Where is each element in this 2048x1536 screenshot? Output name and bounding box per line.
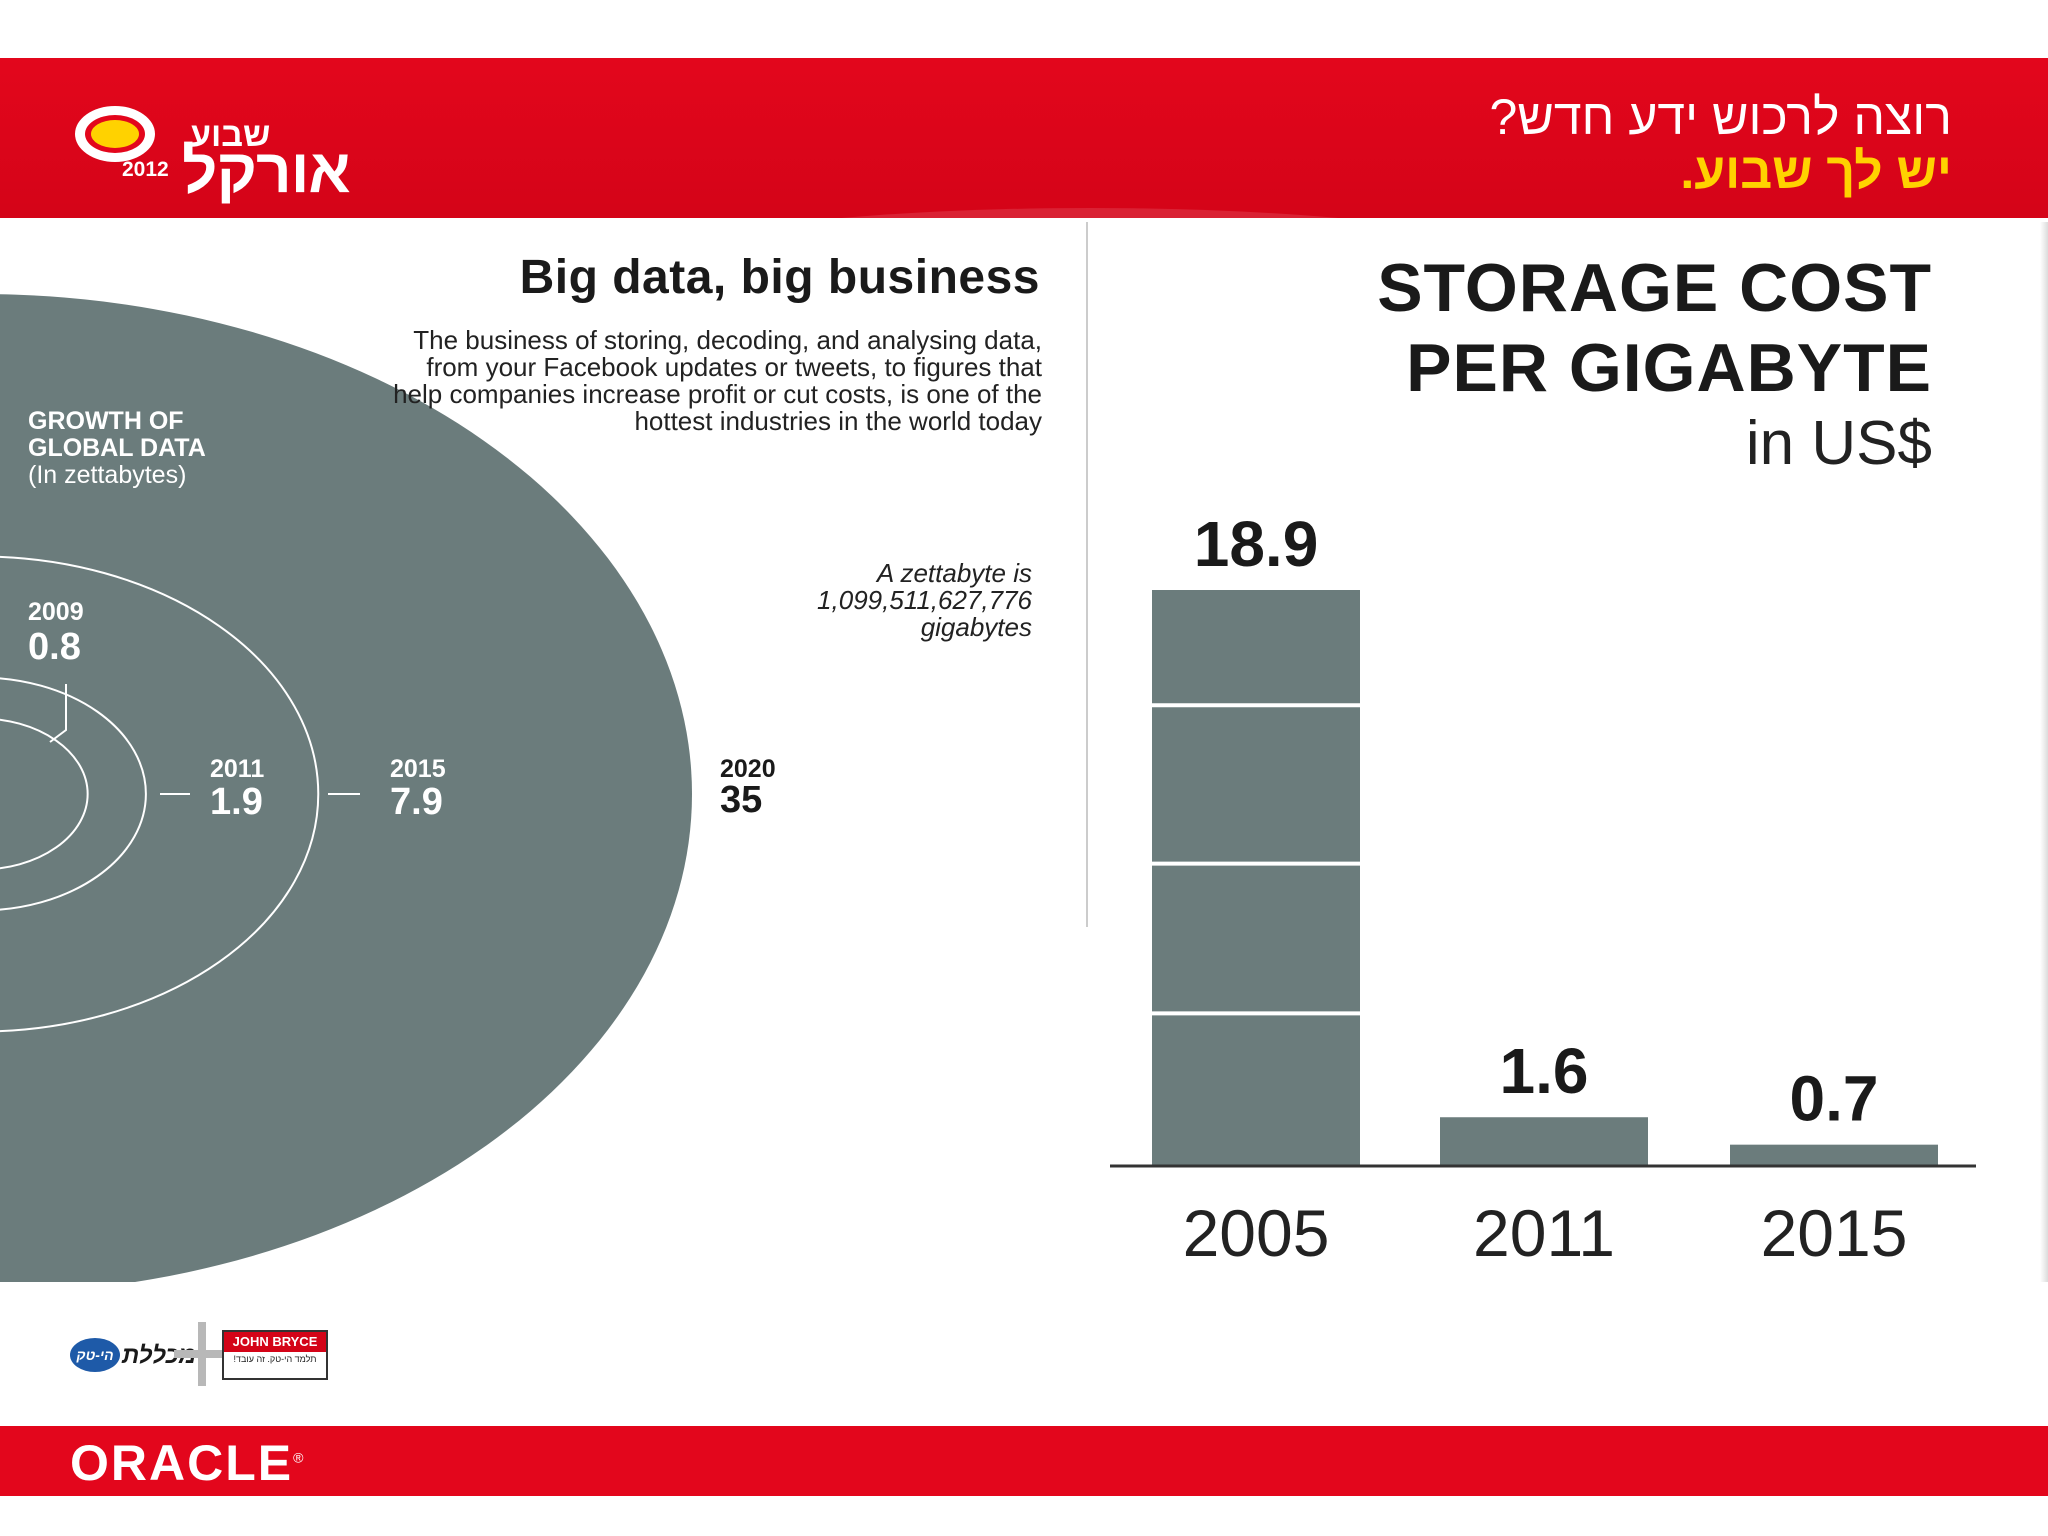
growth-title-line1: GROWTH OF — [28, 407, 184, 435]
partner-logos[interactable]: הי-טק מכללת JOHN BRYCE תלמד הי-טק. זה עו… — [70, 1320, 330, 1390]
hitech-badge: הי-טק — [70, 1338, 120, 1372]
bar-2015 — [1730, 1144, 1938, 1166]
point-2020-value: 35 — [720, 779, 763, 821]
point-2015-year: 2015 — [390, 755, 446, 783]
footer-bar: ORACLE® — [0, 1426, 2048, 1496]
storage-chart-title: STORAGE COST PER GIGABYTE — [1200, 248, 1932, 408]
bar-value-2005: 18.9 — [1194, 508, 1319, 580]
john-bryce-tagline: תלמד הי-טק. זה עובד! — [233, 1354, 317, 1364]
growth-chart-title: GROWTH OF GLOBAL DATA (In zettabytes) — [28, 408, 206, 489]
intro-paragraph: The business of storing, decoding, and a… — [393, 325, 1042, 436]
bubble-2015 — [0, 555, 320, 1033]
bar-value-2011: 1.6 — [1500, 1035, 1589, 1107]
bar-2011 — [1440, 1117, 1648, 1166]
bubble-2011 — [0, 677, 147, 911]
growth-subtitle: (In zettabytes) — [28, 461, 187, 489]
header-swoosh — [640, 208, 1540, 218]
global-data-bubbles — [0, 294, 692, 1282]
plus-icon-horizontal — [174, 1350, 230, 1358]
oracle-wordmark: ORACLE — [70, 1435, 294, 1491]
bubble-2020 — [0, 294, 692, 1282]
zettabyte-note-line3: gigabytes — [920, 612, 1032, 642]
bubble-2009 — [0, 718, 89, 870]
headline: Big data, big business — [519, 251, 1040, 304]
logo-year: 2012 — [122, 158, 169, 181]
point-2020-year: 2020 — [720, 755, 776, 783]
x-tick-2015: 2015 — [1761, 1196, 1908, 1270]
header-bar: 2012 שבוע אורקל רוצה לרכוש ידע חדש? יש ל… — [0, 58, 2048, 218]
right-edge-shadow — [2040, 222, 2048, 1282]
storage-chart-unit: in US$ — [1745, 409, 1932, 478]
logo-ring-icon — [75, 106, 155, 162]
oracle-logo[interactable]: ORACLE® — [70, 1434, 305, 1492]
logo-big-text: אורקל — [182, 137, 351, 206]
growth-title-line2: GLOBAL DATA — [28, 434, 206, 462]
john-bryce-name: JOHN BRYCE — [224, 1332, 326, 1352]
logo-small-text: שבוע — [190, 116, 271, 154]
bar-2005 — [1152, 590, 1360, 1166]
x-tick-2011: 2011 — [1473, 1196, 1615, 1270]
storage-title-line1: STORAGE COST — [1377, 250, 1932, 326]
point-2015-value: 7.9 — [390, 781, 443, 823]
zettabyte-note-line1: A zettabyte is — [876, 558, 1032, 588]
tagline-line1: רוצה לרכוש ידע חדש? — [1489, 89, 1952, 145]
point-2011-value: 1.9 — [210, 781, 263, 823]
panel-divider — [1086, 222, 1088, 927]
zettabyte-note-line2: 1,099,511,627,776 — [817, 585, 1032, 615]
oracle-week-logo[interactable]: 2012 שבוע אורקל — [70, 92, 351, 206]
point-2011-year: 2011 — [210, 755, 265, 783]
storage-cost-bar-chart: 18.9 2005 1.6 2011 0.7 2015 — [1110, 508, 1976, 1270]
storage-title-line2: PER GIGABYTE — [1406, 330, 1932, 406]
bar-value-2015: 0.7 — [1790, 1063, 1879, 1135]
oracle-trademark: ® — [293, 1449, 306, 1466]
point-2009-value: 0.8 — [28, 626, 81, 668]
leader-2009 — [49, 684, 67, 743]
zettabyte-note: A zettabyte is 1,099,511,627,776 gigabyt… — [640, 560, 1032, 641]
point-2009-year: 2009 — [28, 598, 84, 626]
tagline-line2: יש לך שבוע. — [1680, 143, 1952, 199]
john-bryce-logo: JOHN BRYCE תלמד הי-טק. זה עובד! — [222, 1330, 328, 1380]
x-tick-2005: 2005 — [1183, 1196, 1330, 1270]
